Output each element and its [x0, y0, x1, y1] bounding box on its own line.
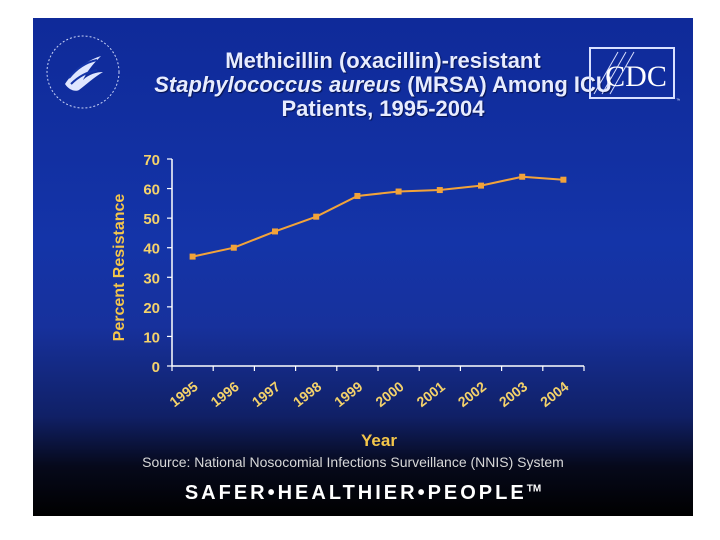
y-tick-label: 70 — [143, 152, 160, 169]
x-tick-label: 1999 — [331, 378, 366, 410]
data-point — [189, 253, 196, 260]
cdc-logo-text: CDC — [605, 60, 667, 93]
title-line-2: Staphylococcus aureus (MRSA) Among ICU — [103, 72, 663, 98]
x-ticks: 1995 1996 1997 1998 1999 2000 2001 2002 2003 2004 — [166, 366, 585, 410]
x-tick-label: 2002 — [455, 378, 490, 410]
title-rest: (MRSA) Among ICU — [401, 72, 612, 97]
y-tick-label: 0 — [152, 359, 160, 376]
x-tick-label: 1995 — [166, 378, 201, 410]
data-point — [519, 173, 526, 180]
data-point — [272, 228, 278, 235]
data-point — [395, 188, 402, 195]
y-tick-label: 20 — [143, 300, 160, 317]
svg-text:™: ™ — [676, 98, 680, 104]
tagline-mark: TM — [526, 483, 542, 495]
y-axis-title: Percent Resistance — [111, 194, 128, 342]
source-text: Source: National Nosocomial Infections S… — [142, 454, 564, 470]
cdc-logo-icon: CDC ™ — [589, 47, 680, 104]
x-tick-label: 1996 — [208, 378, 243, 410]
y-tick-label: 50 — [143, 211, 160, 228]
chart-axes — [171, 159, 584, 367]
chart: 0 10 20 30 40 50 60 70 1995 1996 1997 1998 1999 2000… — [111, 152, 585, 450]
y-tick-label: 10 — [143, 329, 160, 346]
hhs-seal-icon — [46, 35, 120, 109]
x-tick-label: 2003 — [496, 378, 531, 410]
data-point — [230, 244, 237, 251]
data-point — [436, 187, 443, 194]
x-tick-label: 2004 — [537, 378, 572, 410]
y-tick-label: 30 — [143, 270, 160, 287]
series-group — [189, 173, 567, 260]
series-line — [192, 175, 564, 258]
y-tick-label: 60 — [143, 182, 160, 199]
data-point — [354, 192, 361, 199]
x-tick-label: 2001 — [414, 378, 449, 410]
y-ticks: 0 10 20 30 40 50 60 70 — [143, 152, 172, 376]
y-tick-label: 40 — [143, 241, 160, 258]
x-tick-label: 2000 — [372, 378, 407, 410]
title-line-3: Patients, 1995-2004 — [281, 96, 485, 121]
title-italic: Staphylococcus aureus — [154, 72, 402, 97]
tagline-text: SAFER•HEALTHIER•PEOPLE — [184, 482, 527, 504]
x-tick-label: 1998 — [290, 378, 325, 410]
slide: Methicillin (oxacillin)-resistant Staphy… — [33, 18, 693, 516]
data-point — [478, 182, 484, 189]
tagline: SAFER•HEALTHIER•PEOPLETM — [33, 482, 693, 505]
title-line-1: Methicillin (oxacillin)-resistant — [225, 48, 541, 73]
data-point — [313, 213, 320, 220]
data-point — [560, 176, 567, 183]
x-tick-label: 1997 — [249, 378, 284, 410]
x-axis-title: Year — [361, 431, 397, 450]
